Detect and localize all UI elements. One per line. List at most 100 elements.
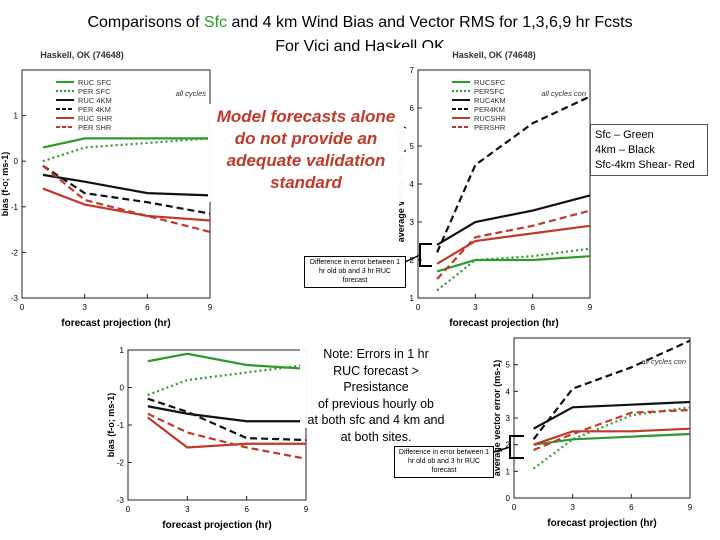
series-line [42,164,211,233]
chart-panel-haskell-bias: Haskell, OK (74648) 0 3 6 9 -3 -2 -1 0 1 forecast … [0,48,220,338]
x-axis-label: forecast projection (hr) [162,520,271,531]
series-line [436,224,591,265]
y-tick-label: 5 [506,361,511,370]
color-key-box: Sfc – Green 4km – Black Sfc-4km Shear- R… [590,124,708,176]
y-tick-label: 4 [410,180,415,189]
y-tick-label: 0 [14,157,19,166]
model-callout-line: do not provide an [234,129,378,148]
series-line [533,427,691,446]
y-tick-label: 1 [14,112,19,121]
series-line [533,400,691,430]
vici-bias-chart: 0 3 6 9 -3 -2 -1 0 1 forecast projection (hr) bias… [106,346,309,531]
note-line: at both sfc and 4 km and [307,413,445,427]
series-line [533,408,691,452]
y-tick-label: 3 [506,414,511,423]
bracket-vici [509,435,524,459]
x-axis-label: forecast projection (hr) [61,318,170,329]
y-tick-label: 1 [120,346,125,355]
note-line: at both sites. [340,429,412,444]
y-tick-label: -3 [11,294,19,303]
color-key-line: Sfc – Green [595,129,654,141]
y-tick-label: 0 [506,494,511,503]
difference-note-haskell: Difference in error between 1 hr old ob … [304,256,406,288]
model-forecast-callout: Model forecasts alone do not provide an … [208,104,404,202]
series-line [436,194,591,246]
difference-note-vici: Difference in error between 1 hr old ob … [394,446,494,478]
series-line [147,397,307,442]
y-axis-label: bias (f-o; ms-1) [0,152,10,217]
series-line [436,255,591,273]
y-axis-label: average vector error (ms-1) [492,360,502,477]
bracket-haskell [419,243,432,267]
x-tick-label: 9 [208,303,213,312]
chart-panel-vici-error: 0 3 6 9 0 1 2 3 4 5 forecast projection (hr) averag… [478,330,700,536]
model-callout-line: adequate validation [226,151,386,170]
y-tick-label: -2 [11,248,19,257]
x-tick-label: 9 [688,503,693,512]
series-line [147,412,307,460]
x-axis-label: forecast projection (hr) [547,518,656,529]
x-tick-label: 3 [185,505,190,514]
note-line: Note: Errors in 1 hr [323,347,429,361]
y-tick-label: -2 [117,459,125,468]
color-key-line: Sfc-4km Shear- Red [595,159,695,171]
legend-label: PERSHR [474,123,506,132]
station-title: Haskell, OK (74648) [452,50,536,60]
legend-label: PER 4KM [78,105,111,114]
x-tick-label: 3 [570,503,575,512]
legend-label: RUCSHR [474,114,507,123]
y-tick-label: 3 [410,218,415,227]
legend-label: RUC SHR [78,114,113,123]
note-line: RUC forecast > Presistance [333,363,419,395]
series-line [147,416,306,449]
note-line: of previous hourly ob [317,396,435,411]
x-tick-label: 3 [473,303,478,312]
x-tick-label: 6 [244,505,249,514]
title-part-2: and 4 km Wind Bias and Vector RMS for 1,… [227,14,633,31]
x-axis-label: forecast projection (hr) [449,318,558,329]
x-tick-label: 0 [20,303,25,312]
model-callout-line: Model forecasts alone [216,107,396,126]
x-tick-label: 6 [145,303,150,312]
color-key-line: 4km – Black [595,144,655,156]
legend-label: RUC4KM [474,96,506,105]
x-tick-label: 6 [530,303,535,312]
chart-note: all cycles [176,89,207,98]
haskell-bias-chart: Haskell, OK (74648) 0 3 6 9 -3 -2 -1 0 1 forecast … [0,50,213,329]
series-line [436,247,591,292]
y-tick-label: 2 [506,441,511,450]
x-tick-label: 9 [588,303,593,312]
y-tick-label: -1 [11,203,19,212]
x-tick-label: 6 [629,503,634,512]
legend-label: PERSFC [474,87,505,96]
y-tick-label: 5 [410,142,415,151]
series-line [42,164,211,215]
legend-label: RUC 4KM [78,96,112,105]
series-line [532,339,691,441]
series-line [436,209,591,280]
y-tick-label: 7 [410,66,415,75]
x-tick-label: 0 [126,505,131,514]
slide-title-line-1: Comparisons of Sfc and 4 km Wind Bias an… [0,13,720,33]
legend-label: PER SHR [78,123,112,132]
errors-note: Note: Errors in 1 hr RUC forecast > Pres… [300,346,452,444]
x-tick-label: 3 [82,303,87,312]
series-line [436,95,591,253]
y-tick-label: 1 [410,294,415,303]
bracket-haskell-connector [404,254,421,263]
y-tick-label: -1 [117,421,125,430]
title-part-1: Comparisons of [87,14,204,31]
series-line [42,137,210,149]
y-tick-label: 4 [506,387,511,396]
model-callout-line: standard [270,173,342,192]
station-title: Haskell, OK (74648) [40,50,124,60]
vici-error-chart: 0 3 6 9 0 1 2 3 4 5 forecast projection (hr) averag… [492,337,693,529]
legend-label: RUCSFC [474,78,506,87]
series-line [147,352,307,370]
y-tick-label: 1 [506,467,511,476]
x-tick-label: 9 [304,505,309,514]
x-tick-label: 0 [512,503,517,512]
y-tick-label: 2 [410,256,415,265]
series-line [42,137,211,163]
